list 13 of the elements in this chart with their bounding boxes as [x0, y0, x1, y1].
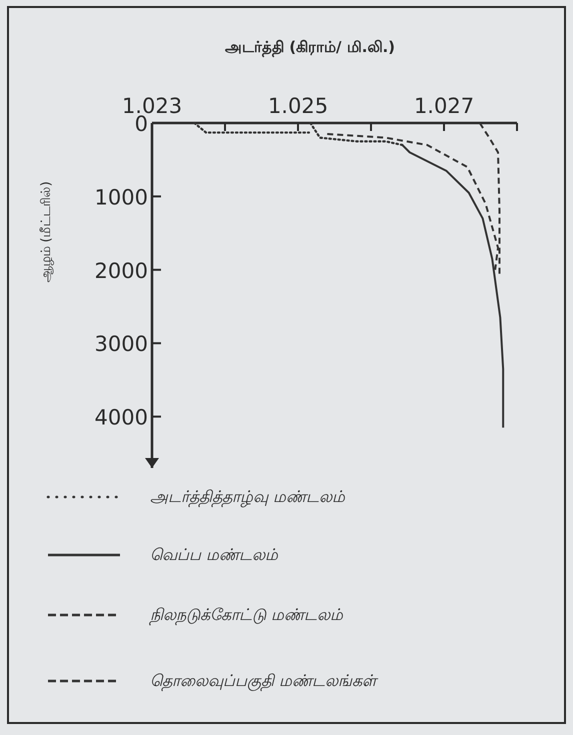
- y-tick-label: 1000: [94, 185, 148, 210]
- legend-label: வெப்ப மண்டலம்: [150, 545, 280, 564]
- x-tick-label: 1.027: [414, 94, 474, 118]
- y-tick-label: 2000: [94, 258, 148, 283]
- x-tick-label: 1.025: [268, 94, 328, 118]
- y-tick-label: 3000: [94, 332, 148, 356]
- chart-title: அடர்த்தி (கிராம்/ மி.லி.): [224, 38, 396, 57]
- y-tick-label: 4000: [94, 406, 148, 430]
- legend-label: நிலநடுக்கோட்டு மண்டலம்: [149, 605, 344, 626]
- legend-label: தொலைவுப்பகுதி மண்டலங்கள்: [150, 671, 380, 692]
- y-tick-label: 0: [134, 112, 148, 136]
- legend-label: அடர்த்தித்தாழ்வு மண்டலம்: [150, 487, 346, 508]
- y-axis-title: ஆழம் (மீட்டரில்): [39, 181, 54, 283]
